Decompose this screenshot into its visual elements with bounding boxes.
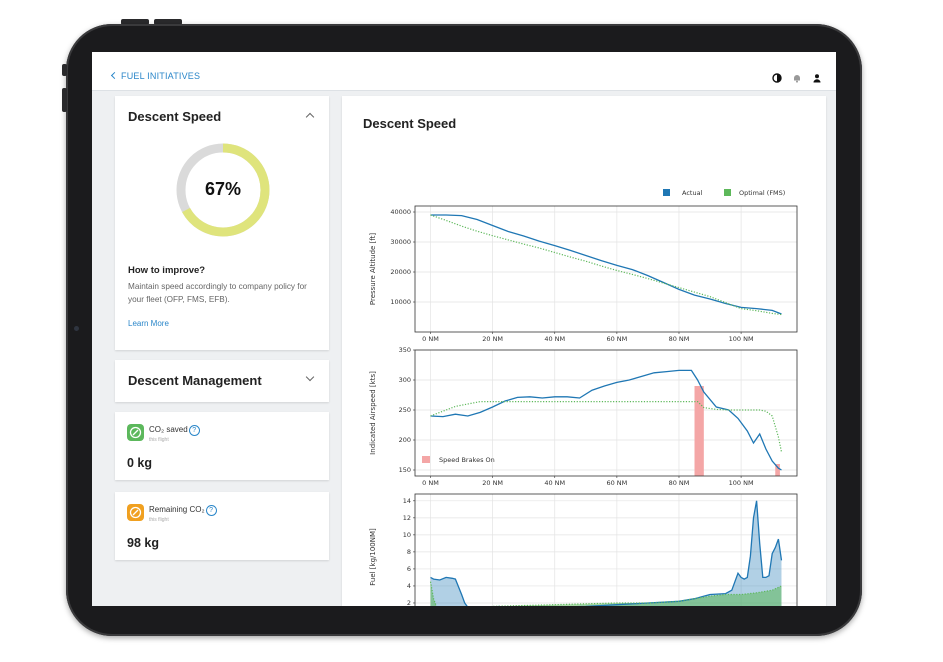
y-tick-label: 14 — [403, 497, 411, 505]
theme-toggle-icon[interactable] — [772, 70, 782, 83]
x-tick-label: 80 NM — [669, 335, 690, 343]
plot-frame — [414, 205, 798, 333]
y-axis-label: Fuel [kg/100NM] — [369, 528, 377, 586]
series-line-actual — [430, 369, 782, 471]
x-tick-label: 100 NM — [729, 335, 754, 343]
x-tick-label: 0 NM — [422, 335, 439, 343]
legend-label-actual: Actual — [682, 189, 703, 197]
user-icon[interactable] — [812, 70, 822, 83]
chevron-up-icon[interactable] — [305, 112, 315, 122]
co2-saved-card: CO₂ saved? this flight 0 kg — [115, 412, 329, 480]
descent-management-card-title: Descent Management — [128, 373, 262, 388]
y-tick-label: 12 — [403, 514, 411, 522]
co2-saved-label-text: CO₂ saved — [149, 425, 188, 434]
legend-swatch-actual — [663, 189, 670, 196]
chart-panel-title: Descent Speed — [363, 116, 457, 131]
tablet-top-button — [154, 19, 182, 25]
co2-saved-value: 0 kg — [127, 456, 153, 470]
x-tick-label: 40 NM — [544, 479, 565, 487]
descent-speed-card-title: Descent Speed — [128, 109, 222, 124]
legend-label-optimal: Optimal (FMS) — [739, 189, 785, 197]
series-line-actual — [430, 214, 782, 315]
y-tick-label: 250 — [399, 406, 411, 414]
speed-brakes-region — [694, 386, 704, 476]
y-tick-label: 2 — [407, 599, 411, 606]
leaf-icon — [127, 504, 144, 521]
series-line-optimal — [430, 214, 782, 316]
y-tick-label: 200 — [399, 436, 411, 444]
x-tick-label: 40 NM — [544, 335, 565, 343]
gauge-percentage: 67% — [204, 179, 242, 199]
y-tick-label: 20000 — [390, 268, 411, 276]
plot-frame — [414, 493, 798, 606]
back-link[interactable]: FUEL INITIATIVES — [110, 71, 201, 81]
remaining-co2-value: 98 kg — [127, 536, 159, 550]
y-tick-label: 10 — [403, 531, 411, 539]
how-to-improve-text: Maintain speed accordingly to company po… — [128, 282, 307, 304]
y-tick-label: 4 — [407, 582, 411, 590]
legend-label-speed-brakes: Speed Brakes On — [439, 456, 495, 464]
help-icon[interactable]: ? — [205, 505, 217, 516]
y-tick-label: 150 — [399, 466, 411, 474]
descent-speed-chart-panel: Descent Speed 0 NM 20 NM 40 NM 60 NM 80 NM 10… — [342, 96, 826, 606]
series-line-optimal — [429, 581, 782, 606]
y-tick-label: 300 — [399, 376, 411, 384]
y-tick-label: 10000 — [390, 298, 411, 306]
remaining-co2-label-text: Remaining CO₂ — [149, 505, 205, 514]
descent-speed-card: Descent Speed 67% How to improve? Mainta… — [115, 96, 329, 350]
leaf-icon — [127, 424, 144, 441]
help-icon[interactable]: ? — [188, 425, 200, 436]
speed-brakes-region — [775, 464, 780, 476]
tablet-side-button — [62, 64, 67, 76]
descent-charts: 0 NM 20 NM 40 NM 60 NM 80 NM 100 NM1000020000… — [369, 189, 798, 606]
co2-saved-label: CO₂ saved? — [149, 425, 200, 436]
plot-frame — [414, 349, 798, 477]
y-tick-label: 6 — [407, 565, 411, 573]
y-tick-label: 40000 — [390, 208, 411, 216]
y-axis-label: Pressure Altitude [ft] — [369, 233, 377, 306]
chevron-down-icon[interactable] — [305, 372, 315, 382]
progress-gauge — [176, 143, 270, 237]
y-axis-label: Indicated Airspeed [kts] — [369, 371, 377, 455]
legend-swatch-optimal — [724, 189, 731, 196]
tablet-top-button — [121, 19, 149, 25]
series-line-actual — [430, 500, 783, 606]
x-tick-label: 0 NM — [422, 479, 439, 487]
learn-more-link[interactable]: Learn More — [128, 319, 169, 328]
x-tick-label: 20 NM — [482, 335, 503, 343]
header-icons — [772, 70, 822, 83]
co2-saved-sublabel: this flight — [149, 437, 169, 443]
tablet-camera — [74, 326, 79, 331]
chevron-left-icon — [110, 71, 119, 80]
legend-swatch-speed-brakes — [422, 456, 430, 463]
y-tick-label: 30000 — [390, 238, 411, 246]
x-tick-label: 20 NM — [482, 479, 503, 487]
remaining-co2-sublabel: this flight — [149, 517, 169, 523]
series-line-optimal — [430, 401, 783, 453]
how-to-improve-heading: How to improve? — [128, 265, 206, 276]
x-tick-label: 100 NM — [729, 479, 754, 487]
x-tick-label: 60 NM — [606, 335, 627, 343]
y-tick-label: 350 — [399, 346, 411, 354]
app-screen: FUEL INITIATIVES Descent Speed 67% How t… — [92, 52, 836, 606]
top-bar: FUEL INITIATIVES — [92, 52, 836, 91]
x-tick-label: 80 NM — [669, 479, 690, 487]
descent-management-card[interactable]: Descent Management — [115, 360, 329, 402]
series-area-actual — [430, 500, 782, 606]
y-tick-label: 8 — [407, 548, 411, 556]
tablet-side-button — [62, 88, 67, 112]
series-area-optimal — [430, 581, 782, 606]
bell-icon[interactable] — [792, 70, 802, 83]
x-tick-label: 60 NM — [606, 479, 627, 487]
remaining-co2-card: Remaining CO₂? this flight 98 kg — [115, 492, 329, 560]
remaining-co2-label: Remaining CO₂? — [149, 505, 217, 516]
back-link-label: FUEL INITIATIVES — [121, 71, 201, 81]
